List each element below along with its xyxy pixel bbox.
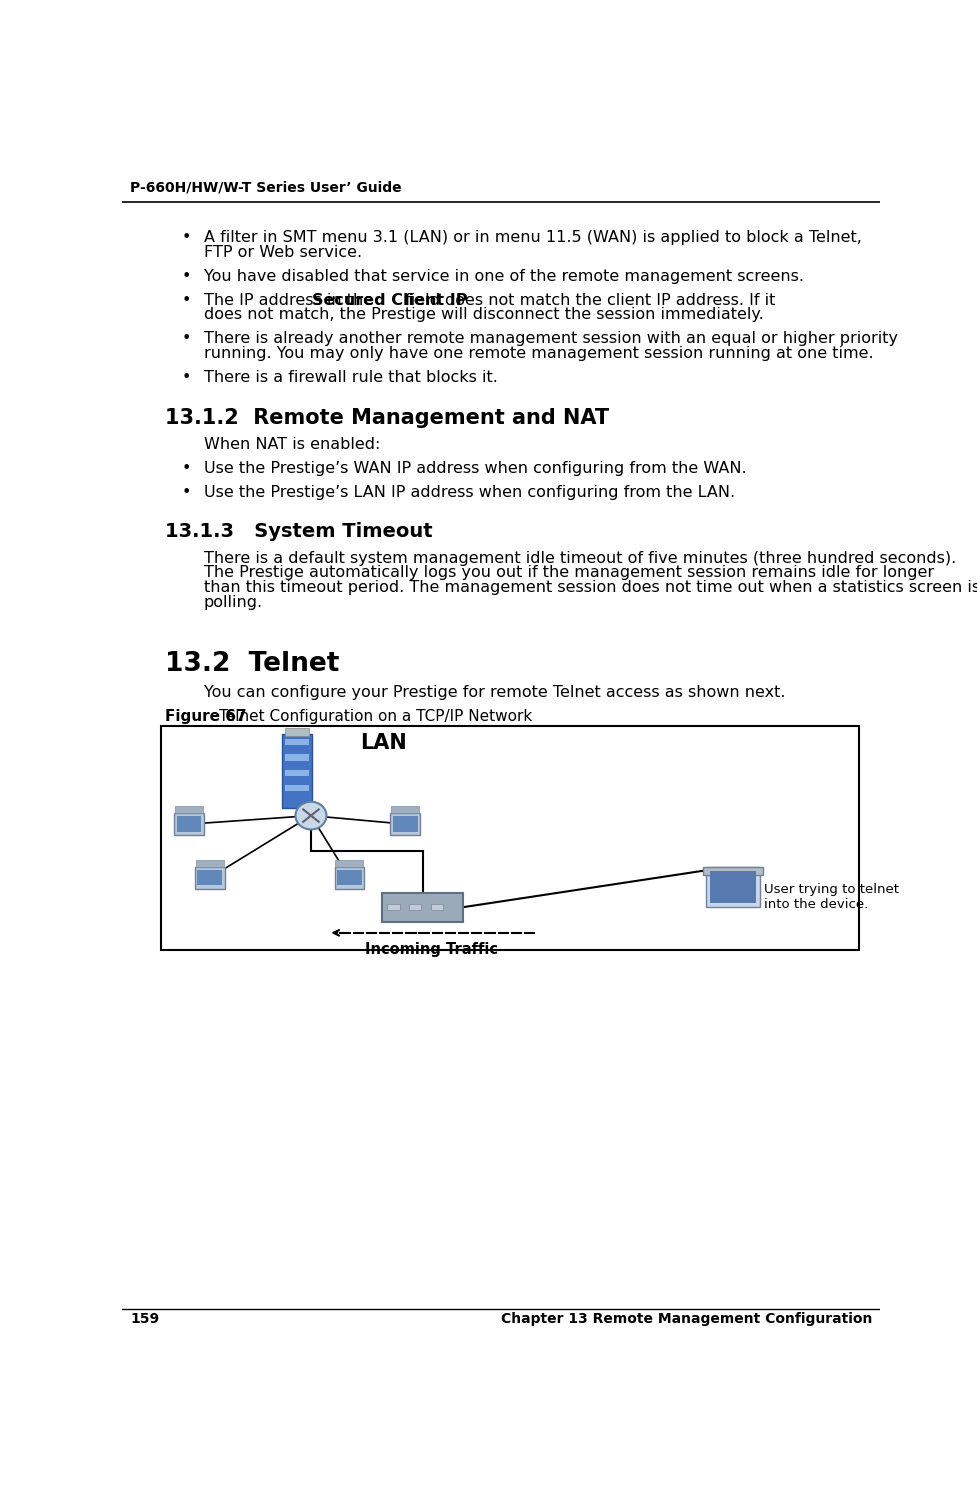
Bar	[197, 870, 222, 885]
Text: •: •	[182, 269, 191, 284]
Text: Secured Client IP: Secured Client IP	[312, 293, 467, 308]
Text: 13.1.2  Remote Management and NAT: 13.1.2 Remote Management and NAT	[165, 407, 609, 427]
Text: does not match, the Prestige will disconnect the session immediately.: does not match, the Prestige will discon…	[203, 308, 763, 323]
Text: There is already another remote management session with an equal or higher prior: There is already another remote manageme…	[203, 331, 897, 346]
Bar	[175, 807, 202, 813]
Text: Telnet Configuration on a TCP/IP Network: Telnet Configuration on a TCP/IP Network	[219, 708, 531, 723]
Bar	[381, 893, 463, 921]
Bar	[174, 813, 203, 836]
Text: When NAT is enabled:: When NAT is enabled:	[203, 437, 380, 452]
Text: Incoming Traffic: Incoming Traffic	[364, 942, 497, 957]
Bar	[337, 870, 361, 885]
Ellipse shape	[295, 801, 326, 830]
Bar	[709, 870, 755, 903]
Bar	[285, 739, 309, 745]
Bar	[702, 867, 762, 875]
Text: You can configure your Prestige for remote Telnet access as shown next.: You can configure your Prestige for remo…	[203, 685, 785, 700]
Bar	[285, 770, 309, 776]
Bar	[393, 816, 417, 831]
Text: •: •	[182, 484, 191, 499]
Text: field does not match the client IP address. If it: field does not match the client IP addre…	[400, 293, 775, 308]
Bar	[391, 807, 419, 813]
Bar	[705, 867, 759, 906]
Bar	[282, 735, 312, 807]
Text: Chapter 13 Remote Management Configuration: Chapter 13 Remote Management Configurati…	[500, 1312, 871, 1326]
Text: The IP address in the: The IP address in the	[203, 293, 377, 308]
Bar	[334, 867, 363, 888]
Text: LAN: LAN	[360, 733, 406, 753]
Text: Use the Prestige’s WAN IP address when configuring from the WAN.: Use the Prestige’s WAN IP address when c…	[203, 460, 745, 475]
Bar	[390, 813, 419, 836]
Text: than this timeout period. The management session does not time out when a statis: than this timeout period. The management…	[203, 580, 977, 595]
Text: FTP or Web service.: FTP or Web service.	[203, 245, 361, 260]
Bar	[387, 905, 400, 911]
Text: •: •	[182, 331, 191, 346]
Bar	[285, 755, 309, 761]
Text: P-660H/HW/W-T Series User’ Guide: P-660H/HW/W-T Series User’ Guide	[130, 180, 402, 194]
Text: There is a default system management idle timeout of five minutes (three hundred: There is a default system management idl…	[203, 550, 955, 565]
Bar	[161, 726, 858, 950]
Text: running. You may only have one remote management session running at one time.: running. You may only have one remote ma…	[203, 346, 872, 361]
Text: Use the Prestige’s LAN IP address when configuring from the LAN.: Use the Prestige’s LAN IP address when c…	[203, 484, 734, 499]
Text: •: •	[182, 370, 191, 385]
Text: User trying to telnet: User trying to telnet	[763, 884, 898, 896]
Bar	[284, 729, 309, 736]
Bar	[176, 816, 201, 831]
Bar	[194, 867, 225, 888]
Text: 13.2  Telnet: 13.2 Telnet	[165, 651, 339, 676]
Text: You have disabled that service in one of the remote management screens.: You have disabled that service in one of…	[203, 269, 803, 284]
Text: The Prestige automatically logs you out if the management session remains idle f: The Prestige automatically logs you out …	[203, 565, 933, 580]
Text: 13.1.3   System Timeout: 13.1.3 System Timeout	[165, 522, 432, 541]
Text: 159: 159	[130, 1312, 159, 1326]
Bar	[195, 860, 224, 867]
Bar	[285, 785, 309, 792]
Text: A filter in SMT menu 3.1 (LAN) or in menu 11.5 (WAN) is applied to block a Telne: A filter in SMT menu 3.1 (LAN) or in men…	[203, 230, 861, 245]
Text: Figure 67: Figure 67	[165, 708, 246, 723]
Text: •: •	[182, 293, 191, 308]
Text: •: •	[182, 460, 191, 475]
Bar	[430, 905, 443, 911]
Bar	[408, 905, 421, 911]
Text: into the device.: into the device.	[763, 897, 868, 911]
Text: polling.: polling.	[203, 595, 263, 610]
Text: There is a firewall rule that blocks it.: There is a firewall rule that blocks it.	[203, 370, 497, 385]
Bar	[335, 860, 362, 867]
Text: •: •	[182, 230, 191, 245]
